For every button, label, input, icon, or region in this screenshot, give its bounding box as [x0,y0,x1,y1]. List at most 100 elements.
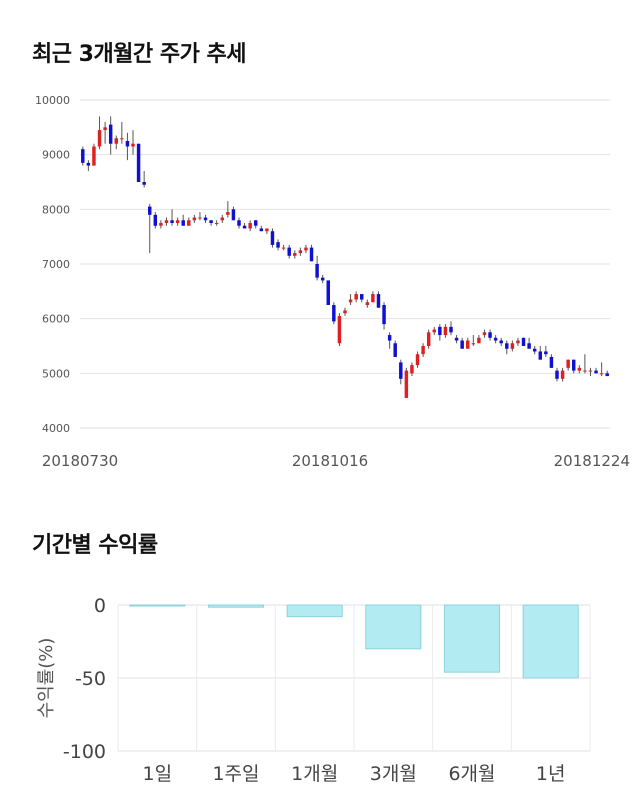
candle-body [466,340,470,349]
candle-body [203,217,208,221]
price-y-tick-label: 4000 [42,422,70,435]
candle-body [226,212,230,215]
candle-body [544,351,548,355]
candle-body [449,326,453,333]
price-x-tick-label: 20181016 [292,452,368,470]
candle-body [404,370,409,398]
price-y-tick-label: 8000 [42,203,70,216]
candle-body [298,250,303,254]
candle-body [326,280,330,305]
candle-body [153,214,158,226]
candle-body [354,294,358,300]
price-y-tick-label: 7000 [42,258,70,271]
candle-body [393,343,397,357]
candle-body [426,332,431,346]
candle-body [164,220,169,223]
candle-body [231,209,236,221]
candle-body [583,370,587,372]
candle-body [220,217,224,221]
returns-bar [443,604,501,673]
candle-body [572,359,576,371]
returns-y-axis-label: 수익률(%) [36,638,57,719]
candle-body [259,228,264,232]
candle-body [136,143,141,182]
price-y-tick-label: 5000 [42,367,70,380]
candle-body [332,305,336,322]
candle-body [566,359,570,368]
returns-y-tick-label: -100 [63,741,106,763]
candle-body [304,247,308,251]
candle-body [108,124,113,144]
candle-body [187,220,191,226]
candle-body [471,343,476,345]
returns-y-tick-label: -50 [75,668,106,690]
candle-body [142,182,146,185]
candle-body [555,370,559,379]
returns-bar [207,604,265,608]
candle-body [270,231,275,245]
candle-body [505,343,509,349]
candle-body [192,217,197,221]
candle-body [175,220,180,223]
candle-body [371,294,375,303]
candle-body [605,373,609,377]
candle-body [248,223,252,229]
price-x-tick-label: 20180730 [42,452,118,470]
candle-body [337,315,342,344]
candle-body [293,253,297,256]
returns-chart-title: 기간별 수익률 [32,533,158,558]
returns-x-tick-label: 3개월 [370,763,417,785]
candle-body [516,340,520,344]
candle-body [360,294,364,300]
candle-body [209,220,213,223]
candle-body [549,356,554,368]
price-candlestick-chart: 10000 9000 8000 7000 6000 5000 4000 20180730 201… [35,94,630,470]
candle-body [198,217,202,219]
candle-body [438,326,442,336]
candle-body [477,337,481,344]
candle-body [265,228,269,232]
candle-body [488,332,492,338]
candle-body [376,294,381,308]
candle-body [499,340,503,344]
returns-bar [286,604,343,618]
returns-y-tick-label: 0 [94,595,106,617]
candle-body [287,247,291,256]
returns-bar [365,604,422,650]
returns-x-tick-label: 1개월 [291,763,338,785]
candle-body [86,162,91,166]
candle-body [120,138,124,140]
candle-body [281,247,286,249]
candle-body [242,225,247,229]
price-y-tick-label: 6000 [42,313,70,326]
candle-body [594,370,598,374]
candle-body [482,332,487,336]
candle-body [148,206,152,215]
candle-body [577,367,582,371]
returns-bar [129,604,186,607]
candle-body [588,370,593,372]
returns-x-tick-label: 6개월 [448,763,495,785]
candle-body [443,326,448,336]
candle-body [348,299,353,303]
candle-body [103,127,107,131]
candle-body [599,373,604,375]
price-chart-title: 최근 3개월간 주가 추세 [32,42,246,67]
candle-body [320,277,325,281]
candle-body [454,337,459,341]
returns-x-tick-label: 1주일 [212,763,259,785]
candle-body [214,223,219,224]
candle-body [254,220,258,226]
returns-x-tick-label: 1년 [536,763,566,785]
candle-body [125,141,130,147]
candle-body [538,351,542,360]
candle-body [382,305,386,325]
candle-body [521,337,526,346]
candle-body [97,130,102,147]
candle-body [510,343,515,349]
price-y-tick-label: 9000 [42,149,70,162]
returns-bar [522,604,579,679]
candle-body [237,220,241,226]
candle-body [415,354,420,366]
